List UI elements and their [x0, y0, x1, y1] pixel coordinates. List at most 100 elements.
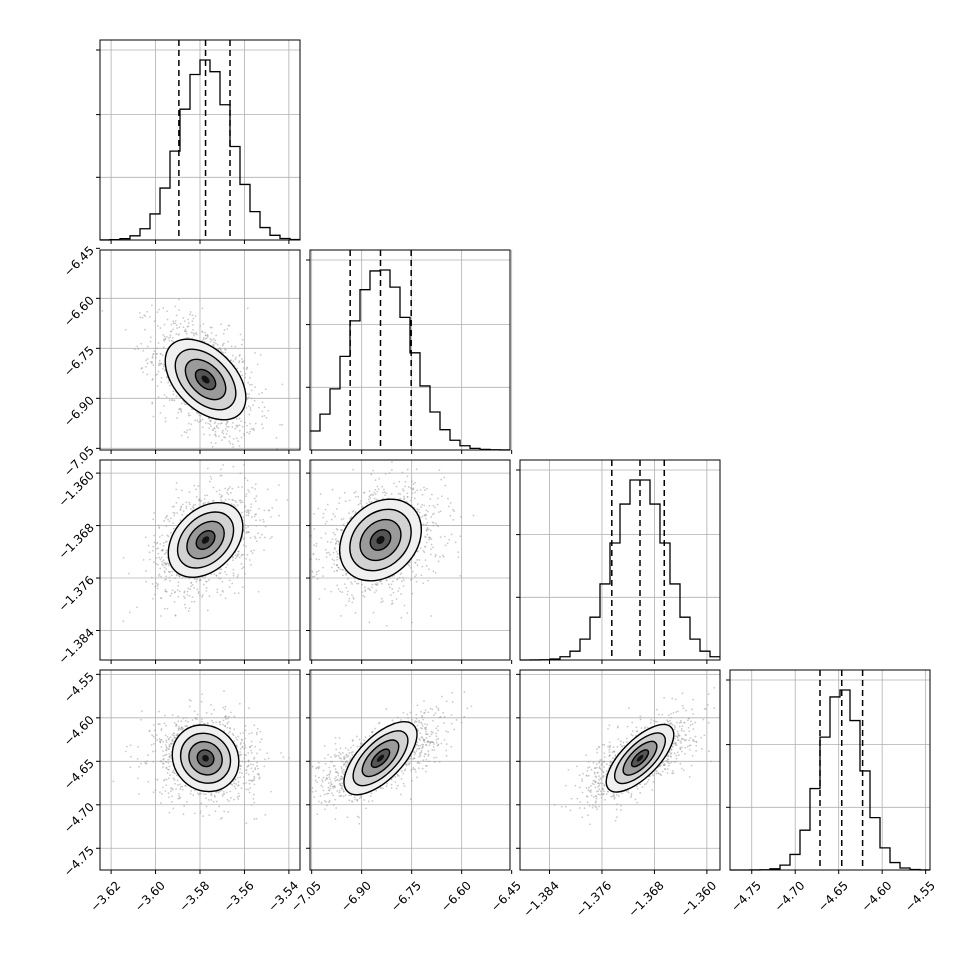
sample-point — [266, 752, 269, 755]
sample-point — [395, 485, 398, 488]
sample-point — [170, 339, 173, 342]
sample-point — [199, 420, 202, 423]
sample-point — [411, 570, 414, 573]
sample-point — [317, 570, 320, 572]
sample-point — [162, 786, 164, 789]
sample-point — [227, 732, 230, 735]
sample-point — [425, 523, 428, 526]
sample-point — [227, 493, 230, 496]
sample-point — [409, 499, 412, 502]
density-contour — [201, 536, 210, 544]
sample-point — [214, 421, 217, 424]
sample-point — [432, 570, 435, 573]
sample-point — [139, 718, 142, 721]
sample-point — [222, 464, 225, 466]
sample-point — [161, 534, 164, 537]
sample-point — [165, 335, 168, 338]
sample-point — [248, 491, 251, 493]
sample-point — [304, 563, 306, 565]
sample-point — [253, 724, 256, 727]
sample-point — [179, 519, 182, 522]
sample-point — [195, 411, 198, 414]
sample-point — [169, 384, 171, 387]
sample-point — [224, 597, 227, 600]
sample-point — [373, 491, 376, 494]
sample-point — [427, 579, 430, 582]
sample-point — [232, 437, 235, 440]
sample-point — [252, 427, 255, 430]
sample-point — [176, 589, 179, 591]
sample-point — [333, 570, 336, 573]
sample-point — [172, 511, 175, 514]
panel-frame — [99, 459, 301, 661]
sample-point — [249, 407, 252, 409]
sample-point — [247, 525, 250, 528]
sample-point — [453, 510, 455, 512]
sample-point — [252, 757, 255, 760]
sample-point — [251, 383, 253, 386]
sample-point — [231, 487, 234, 490]
sample-point — [151, 402, 154, 405]
sample-point — [156, 347, 159, 350]
sample-point — [236, 575, 239, 578]
sample-point — [310, 534, 313, 537]
sample-point — [266, 488, 269, 491]
sample-point — [238, 499, 241, 502]
sample-point — [258, 393, 260, 395]
sample-point — [342, 517, 345, 520]
sample-point — [240, 343, 243, 346]
sample-point — [210, 799, 213, 801]
sample-point — [252, 797, 255, 800]
sample-point — [204, 422, 207, 424]
sample-point — [134, 348, 136, 351]
sample-point — [142, 371, 144, 374]
sample-point — [375, 583, 378, 586]
sample-point — [217, 577, 220, 580]
sample-point — [414, 481, 416, 484]
sample-point — [148, 551, 151, 554]
sample-point — [256, 765, 259, 767]
sample-point — [168, 755, 171, 758]
sample-point — [439, 536, 442, 539]
sample-point — [253, 777, 256, 779]
sample-point — [122, 556, 125, 559]
sample-point — [163, 566, 166, 569]
sample-point — [218, 805, 221, 808]
sample-point — [183, 805, 186, 807]
sample-point — [336, 558, 339, 561]
sample-point — [249, 383, 251, 386]
sample-point — [186, 725, 189, 728]
sample-point — [311, 575, 314, 578]
sample-point — [457, 556, 460, 558]
sample-point — [408, 564, 411, 567]
sample-point — [162, 346, 165, 349]
sample-point — [393, 482, 395, 485]
sample-point — [181, 785, 184, 788]
sample-point — [226, 722, 229, 725]
panel-content — [100, 460, 300, 660]
sample-point — [213, 573, 216, 576]
sample-point — [206, 335, 209, 338]
sample-point — [437, 525, 440, 528]
sample-point — [337, 588, 340, 591]
sample-point — [145, 580, 148, 583]
sample-point — [430, 548, 432, 551]
sample-point — [242, 516, 245, 519]
sample-point — [204, 334, 207, 337]
sample-point — [239, 501, 242, 504]
sample-point — [414, 491, 417, 494]
sample-point — [221, 431, 224, 434]
sample-point — [243, 744, 246, 747]
sample-point — [237, 550, 239, 553]
sample-point — [235, 783, 237, 785]
sample-point — [402, 585, 405, 587]
sample-point — [449, 502, 452, 504]
sample-point — [381, 491, 384, 494]
sample-point — [247, 788, 250, 791]
sample-point — [397, 590, 400, 592]
sample-point — [154, 778, 157, 781]
sample-point — [406, 468, 409, 471]
sample-point — [165, 748, 167, 751]
sample-point — [240, 420, 242, 423]
sample-point — [243, 757, 246, 760]
